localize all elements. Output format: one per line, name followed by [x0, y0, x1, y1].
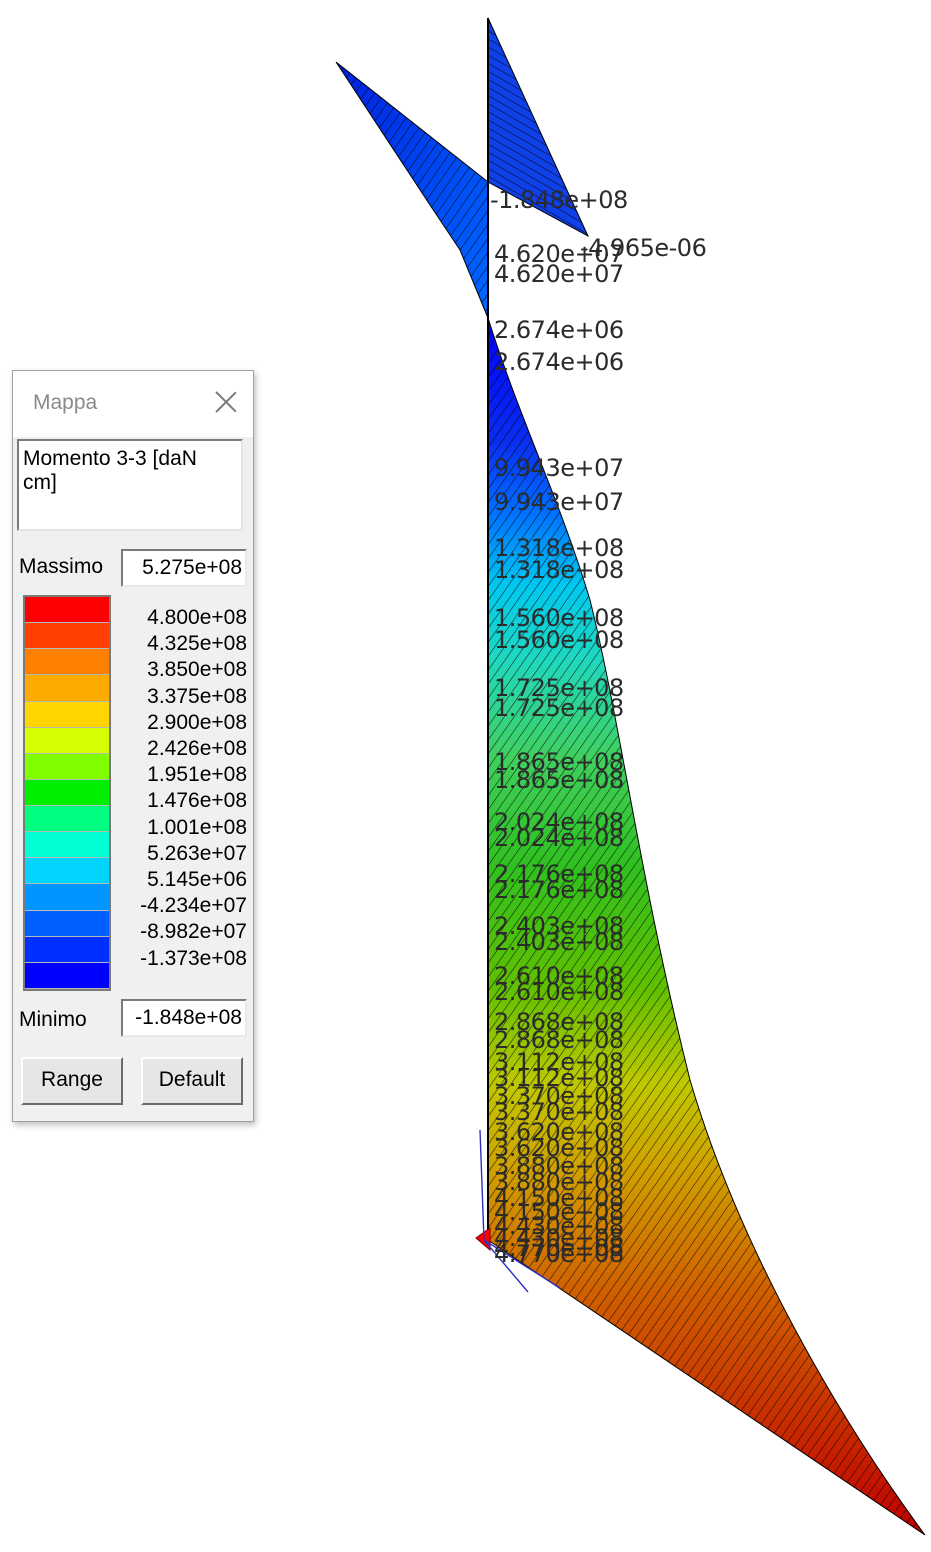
diagram-value-label: 2.403e+08 [494, 912, 624, 940]
legend-value: 1.476e+08 [147, 789, 247, 813]
legend-value: -1.373e+08 [140, 946, 247, 970]
legend-swatch [25, 727, 109, 754]
diagram-value-label: 3.370e+08 [494, 1098, 624, 1126]
maximum-input[interactable]: 5.275e+08 [121, 549, 247, 587]
diagram-value-label: 2.610e+08 [494, 962, 624, 990]
legend-value: 5.263e+07 [147, 841, 247, 865]
diagram-value-label: 1.560e+08 [494, 604, 624, 632]
diagram-value-label: 1.865e+08 [494, 766, 624, 794]
legend-value: 3.850e+08 [147, 658, 247, 682]
legend-swatch [25, 675, 109, 702]
legend-swatch [25, 779, 109, 807]
diagram-value-label: 2.024e+08 [494, 824, 624, 852]
diagram-value-label: 3.880e+08 [494, 1152, 624, 1180]
diagram-value-label: 1.560e+08 [494, 626, 624, 654]
diagram-value-label: 3.880e+08 [494, 1168, 624, 1196]
legend-swatch [25, 597, 109, 624]
diagram-value-label: 2.403e+08 [494, 928, 624, 956]
quantity-field[interactable]: Momento 3-3 [daN cm] [17, 439, 243, 531]
close-icon[interactable] [209, 385, 243, 419]
legend-value: 1.001e+08 [147, 815, 247, 839]
diagram-value-label: 4.770e+08 [494, 1240, 624, 1268]
range-button[interactable]: Range [21, 1057, 123, 1105]
legend-swatch [25, 753, 109, 780]
diagram-value-label: 3.112e+08 [494, 1064, 624, 1092]
legend-value: 5.145e+06 [147, 868, 247, 891]
legend-value: 3.375e+08 [147, 684, 247, 708]
legend-value: -4.234e+07 [140, 894, 247, 918]
legend-value: 4.325e+08 [147, 632, 247, 656]
diagram-value-label: 3.370e+08 [494, 1082, 624, 1110]
diagram-value-label: 1.865e+08 [494, 748, 624, 776]
minimum-label: Minimo [19, 1008, 87, 1031]
legend-swatch [25, 623, 109, 650]
diagram-value-label: 4.770e+08 [494, 1234, 624, 1262]
diagram-value-label: 2.610e+08 [494, 978, 624, 1006]
diagram-value-label: 2.176e+08 [494, 860, 624, 888]
default-button[interactable]: Default [141, 1057, 243, 1105]
legend-swatch [25, 884, 109, 911]
diagram-value-label: 4.620e+07 [494, 260, 624, 288]
diagram-value-label: 2.176e+08 [494, 876, 624, 904]
diagram-value-label: 1.318e+08 [494, 534, 624, 562]
legend-swatch [25, 701, 109, 728]
panel-title: Mappa [33, 391, 98, 414]
legend-value: 4.800e+08 [147, 606, 247, 629]
legend-value: 2.900e+08 [147, 710, 247, 734]
legend-value: -8.982e+07 [140, 920, 247, 944]
diagram-value-label: 9.943e+07 [494, 488, 624, 516]
diagram-value-label: 2.868e+08 [494, 1026, 624, 1054]
legend-value: 2.426e+08 [147, 737, 247, 760]
diagram-value-label: -4.965e-06 [580, 234, 706, 262]
diagram-value-label: -1.848e+08 [490, 186, 628, 214]
diagram-value-label: 4.430e+08 [494, 1212, 624, 1240]
panel-titlebar[interactable]: Mappa [13, 371, 253, 437]
diagram-labels: -1.848e+08 -4.965e-064.620e+074.620e+07 2.… [490, 186, 707, 1268]
minimum-input[interactable]: -1.848e+08 [121, 999, 247, 1037]
legend-swatch [25, 806, 109, 833]
diagram-value-label: 1.318e+08 [494, 556, 624, 584]
diagram-value-label: 2.674e+06 [494, 348, 624, 376]
legend-swatch [25, 858, 109, 885]
legend-value: 1.951e+08 [147, 763, 247, 787]
axis-arrow-icon [479, 1129, 561, 1293]
diagram-value-label: 1.725e+08 [494, 674, 624, 702]
support-icon [475, 1227, 491, 1252]
diagram-value-label: 3.112e+08 [494, 1048, 624, 1076]
diagram-value-label: 4.620e+07 [494, 240, 624, 268]
diagram-value-label: 2.024e+08 [494, 808, 624, 836]
diagram-value-label: 3.620e+08 [494, 1134, 624, 1162]
diagram-value-label: 3.620e+08 [494, 1118, 624, 1146]
diagram-value-label: 9.943e+07 [494, 454, 624, 482]
legend-swatch [25, 936, 109, 963]
diagram-value-label: 2.674e+06 [494, 316, 624, 344]
legend-swatch [25, 649, 109, 676]
diagram-value-label: 4.430e+08 [494, 1224, 624, 1252]
diagram-value-label: 2.868e+08 [494, 1008, 624, 1036]
maximum-label: Massimo [19, 555, 104, 578]
diagram-value-label: 4.150e+08 [494, 1184, 624, 1212]
color-legend-bar [23, 595, 111, 991]
diagram-value-label: 4.150e+08 [494, 1198, 624, 1226]
map-panel[interactable]: Mappa Momento 3-3 [daN cm] Massimo 5.275… [12, 370, 254, 1122]
legend-swatch [25, 962, 109, 989]
legend-swatch [25, 910, 109, 937]
diagram-value-label: 1.725e+08 [494, 694, 624, 722]
legend-swatch [25, 832, 109, 859]
